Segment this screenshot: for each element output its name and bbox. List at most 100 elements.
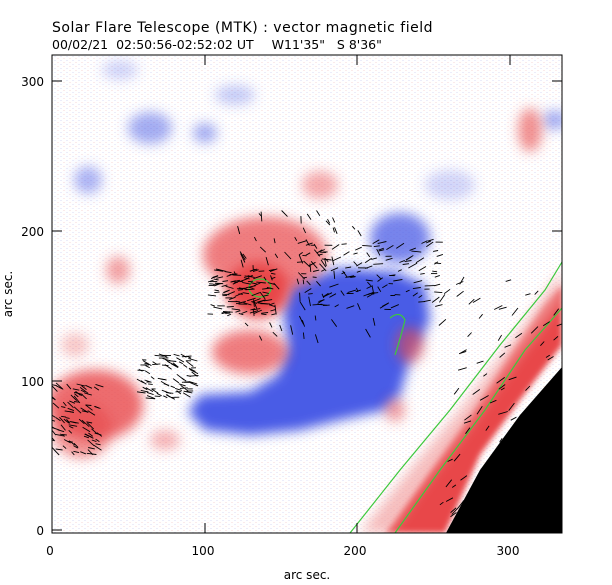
- field-vector: [508, 402, 515, 411]
- field-vector: [329, 283, 339, 288]
- field-vector: [170, 385, 175, 389]
- field-vector: [435, 304, 443, 307]
- field-vector: [332, 227, 335, 233]
- field-vector: [148, 383, 153, 385]
- field-vector: [519, 528, 526, 533]
- field-vector: [167, 361, 177, 367]
- field-vector: [251, 292, 260, 297]
- field-vector: [238, 312, 244, 316]
- field-vector: [52, 439, 55, 442]
- field-vector: [82, 426, 91, 433]
- field-vector: [215, 268, 226, 272]
- field-vector: [230, 280, 236, 283]
- field-vector: [367, 281, 372, 287]
- field-vector: [519, 442, 526, 451]
- field-vector: [393, 279, 403, 282]
- field-vector: [447, 458, 453, 462]
- field-vector: [214, 291, 220, 294]
- field-vector: [88, 432, 94, 437]
- field-vector: [80, 389, 86, 393]
- field-vector: [79, 387, 89, 394]
- field-vector: [521, 512, 527, 518]
- field-vector: [93, 386, 100, 391]
- field-vector: [250, 282, 257, 285]
- field-vector: [316, 210, 321, 216]
- field-vector: [180, 353, 187, 358]
- field-vector: [81, 410, 88, 413]
- field-vector: [91, 439, 97, 443]
- field-vector: [373, 245, 380, 248]
- field-vector: [465, 427, 471, 434]
- field-vector: [299, 252, 303, 256]
- field-vector: [172, 378, 180, 384]
- field-vector: [523, 518, 530, 522]
- field-vector: [458, 350, 467, 355]
- neutral-lines: [248, 261, 562, 533]
- field-vector: [436, 253, 444, 257]
- field-vector: [236, 287, 247, 290]
- field-vector: [247, 280, 254, 283]
- field-vector: [510, 423, 519, 431]
- field-vector: [418, 295, 423, 298]
- field-vector: [404, 260, 412, 263]
- field-vector: [95, 438, 100, 442]
- field-vector: [74, 401, 79, 403]
- field-vector: [241, 310, 248, 314]
- field-vector: [467, 332, 472, 338]
- field-vector: [316, 281, 321, 287]
- field-vector: [91, 428, 98, 434]
- field-vector: [52, 397, 56, 400]
- field-vector: [140, 389, 149, 393]
- field-vector: [415, 257, 425, 264]
- field-vector: [178, 383, 186, 387]
- field-vector: [331, 244, 340, 250]
- field-vector: [305, 252, 311, 256]
- field-vector: [306, 280, 311, 286]
- field-vector: [142, 360, 152, 366]
- field-vector: [499, 352, 506, 358]
- plot-title: Solar Flare Telescope (MTK) : vector mag…: [52, 20, 433, 36]
- field-vector: [511, 502, 517, 508]
- field-vector: [157, 377, 167, 381]
- field-vector: [402, 263, 410, 265]
- field-vector: [172, 362, 179, 368]
- field-vector: [510, 416, 517, 421]
- field-vector: [343, 251, 350, 256]
- field-vector: [509, 488, 517, 496]
- field-vector: [378, 249, 385, 252]
- field-vector: [540, 452, 547, 459]
- field-vector: [251, 301, 258, 304]
- field-vector: [213, 278, 219, 281]
- field-vector: [364, 265, 373, 269]
- field-vector: [242, 281, 251, 285]
- field-vector: [553, 336, 559, 341]
- field-vector: [247, 275, 255, 279]
- field-vector: [240, 259, 244, 268]
- field-vector: [55, 433, 65, 437]
- field-vector: [226, 274, 232, 277]
- field-vector: [226, 306, 234, 308]
- field-vector: [176, 357, 185, 363]
- field-vector: [270, 309, 276, 312]
- field-vector: [259, 246, 267, 253]
- field-vector: [154, 354, 164, 357]
- field-vector: [223, 290, 229, 294]
- field-vector: [71, 451, 75, 456]
- field-vector: [174, 387, 183, 391]
- field-vector: [472, 297, 481, 303]
- field-vector: [229, 296, 236, 301]
- field-vector: [511, 307, 519, 316]
- field-vector: [355, 246, 362, 251]
- field-vector: [61, 415, 67, 418]
- field-vector: [85, 404, 92, 406]
- field-vector: [476, 360, 484, 364]
- field-vector: [379, 303, 389, 309]
- field-vector: [213, 306, 223, 310]
- x-tick-label: 200: [344, 544, 367, 558]
- field-vector: [207, 294, 217, 297]
- field-vector: [221, 293, 230, 296]
- field-vector: [252, 308, 261, 311]
- field-vector: [233, 271, 237, 276]
- field-vector: [73, 406, 82, 414]
- field-vector: [232, 280, 240, 285]
